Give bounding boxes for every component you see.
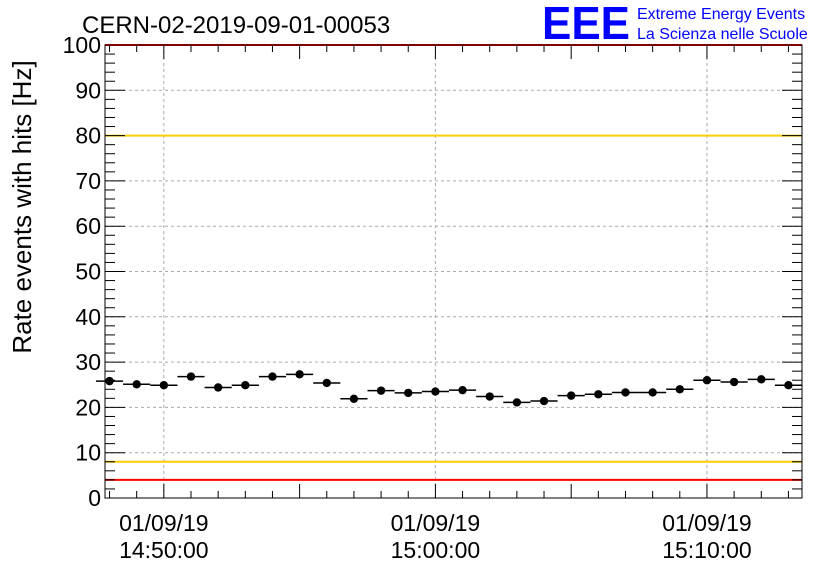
eee-logo: EEE Extreme Energy Events La Scienza nel… bbox=[542, 0, 808, 49]
data-point bbox=[784, 381, 793, 390]
data-point bbox=[675, 385, 684, 394]
data-point bbox=[404, 388, 413, 398]
data-point bbox=[648, 388, 657, 397]
data-points bbox=[95, 370, 802, 407]
reference-lines bbox=[105, 44, 802, 481]
data-point bbox=[349, 394, 359, 403]
y-tick-label: 50 bbox=[75, 259, 101, 285]
y-tick-label: 30 bbox=[75, 349, 101, 375]
data-point bbox=[295, 370, 304, 379]
data-point bbox=[594, 390, 603, 399]
x-tick-label-date: 01/09/19 bbox=[391, 510, 481, 536]
data-point bbox=[268, 372, 277, 381]
y-tick-label: 20 bbox=[75, 394, 101, 420]
chart-title: CERN-02-2019-09-01-00053 bbox=[82, 12, 390, 39]
y-tick-label: 60 bbox=[75, 213, 101, 239]
data-point bbox=[322, 378, 331, 388]
data-point bbox=[159, 381, 169, 390]
eee-logo-line1: Extreme Energy Events bbox=[637, 6, 805, 23]
data-point bbox=[105, 376, 114, 386]
data-point bbox=[241, 381, 250, 390]
data-point bbox=[539, 396, 549, 406]
y-axis-label: Rate events with hits [Hz] bbox=[7, 60, 37, 353]
data-point bbox=[431, 387, 440, 396]
grid-lines bbox=[105, 45, 802, 498]
x-tick-label-time: 14:50:00 bbox=[119, 537, 209, 563]
x-tick-label-time: 15:00:00 bbox=[391, 537, 481, 563]
y-tick-label: 40 bbox=[75, 304, 101, 330]
x-tick-label-date: 01/09/19 bbox=[662, 510, 752, 536]
data-point bbox=[376, 386, 386, 395]
eee-logo-line2: La Scienza nelle Scuole bbox=[637, 26, 808, 43]
y-tick-label: 10 bbox=[75, 440, 101, 466]
y-tick-label: 80 bbox=[75, 123, 101, 149]
y-tick-label: 90 bbox=[75, 77, 101, 103]
eee-logo-mark: EEE bbox=[542, 0, 630, 49]
data-point bbox=[458, 385, 467, 395]
y-tick-label: 0 bbox=[88, 485, 101, 511]
data-point bbox=[621, 388, 630, 397]
data-point bbox=[186, 372, 196, 381]
x-tick-label-date: 01/09/19 bbox=[119, 510, 209, 536]
data-point bbox=[213, 383, 223, 392]
y-tick-labels: 0 10 20 30 40 50 60 70 80 90 100 bbox=[63, 32, 101, 511]
data-point bbox=[566, 391, 576, 400]
data-point bbox=[132, 380, 141, 389]
axis-ticks bbox=[105, 44, 802, 499]
data-point bbox=[512, 398, 522, 407]
data-point bbox=[485, 392, 494, 401]
data-point bbox=[757, 375, 766, 384]
data-point bbox=[729, 377, 739, 387]
x-tick-labels: 01/09/1914:50:0001/09/1915:00:0001/09/19… bbox=[119, 510, 752, 563]
y-tick-label: 70 bbox=[75, 168, 101, 194]
x-tick-label-time: 15:10:00 bbox=[662, 537, 752, 563]
data-point bbox=[702, 376, 712, 385]
y-tick-label: 100 bbox=[63, 32, 101, 58]
